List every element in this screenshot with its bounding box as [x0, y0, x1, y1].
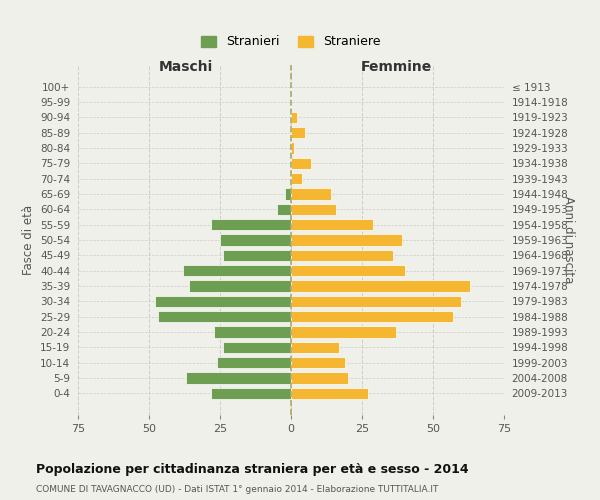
Bar — [291, 250, 393, 261]
Bar — [291, 219, 373, 230]
Bar — [291, 234, 402, 246]
Bar — [291, 342, 339, 353]
Bar — [217, 357, 291, 368]
Text: Maschi: Maschi — [159, 60, 213, 74]
Bar — [291, 296, 461, 307]
Y-axis label: Fasce di età: Fasce di età — [22, 205, 35, 275]
Bar — [189, 280, 291, 292]
Bar — [291, 326, 396, 338]
Bar — [291, 142, 294, 154]
Bar — [291, 280, 470, 292]
Bar — [291, 372, 348, 384]
Bar — [291, 357, 345, 368]
Bar — [211, 388, 291, 399]
Bar — [291, 127, 305, 138]
Bar — [286, 188, 291, 200]
Bar — [183, 265, 291, 276]
Bar — [220, 234, 291, 246]
Bar — [211, 219, 291, 230]
Bar — [291, 204, 337, 215]
Y-axis label: Anni di nascita: Anni di nascita — [562, 196, 575, 284]
Bar — [291, 265, 404, 276]
Bar — [291, 388, 368, 399]
Bar — [155, 296, 291, 307]
Bar — [291, 173, 302, 184]
Bar — [291, 112, 296, 123]
Bar — [277, 204, 291, 215]
Bar — [291, 188, 331, 200]
Bar — [186, 372, 291, 384]
Bar — [158, 311, 291, 322]
Bar — [291, 311, 453, 322]
Bar — [291, 158, 311, 169]
Bar — [223, 342, 291, 353]
Text: COMUNE DI TAVAGNACCO (UD) - Dati ISTAT 1° gennaio 2014 - Elaborazione TUTTITALIA: COMUNE DI TAVAGNACCO (UD) - Dati ISTAT 1… — [36, 485, 439, 494]
Text: Femmine: Femmine — [361, 60, 432, 74]
Text: Popolazione per cittadinanza straniera per età e sesso - 2014: Popolazione per cittadinanza straniera p… — [36, 462, 469, 475]
Bar — [214, 326, 291, 338]
Bar — [223, 250, 291, 261]
Legend: Stranieri, Straniere: Stranieri, Straniere — [195, 29, 387, 54]
